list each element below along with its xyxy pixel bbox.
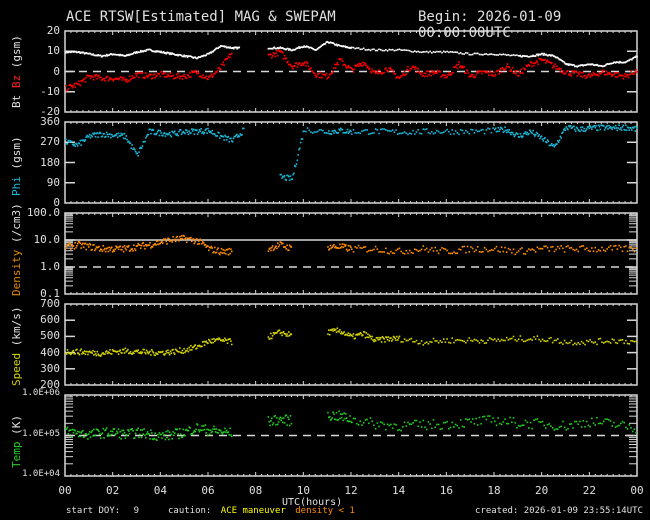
start-doy-label: start DOY: (66, 506, 121, 516)
y-tick-label: -10 (40, 84, 60, 98)
x-tick-label: 08 (249, 484, 263, 497)
start-doy: start DOY: 9 (66, 506, 139, 516)
y-tick-label: -20 (40, 105, 60, 118)
x-tick-label: 02 (106, 484, 120, 497)
y-tick-label: 180 (40, 155, 60, 169)
y-tick-label: 0 (53, 64, 60, 78)
y-tick-label: 200 (40, 378, 60, 391)
caution-density: density < 1 (295, 506, 355, 516)
x-tick-label: 12 (344, 484, 358, 497)
x-tick-label: 20 (535, 484, 549, 497)
y-tick-label: 10.0 (33, 233, 61, 246)
temp-ylabel: Temp (K) (10, 415, 23, 468)
y-tick-label: 1.0E+05 (22, 428, 60, 439)
x-tick-label: 18 (487, 484, 501, 497)
begin-timestamp: Begin: 2026-01-09 00:00:00UTC (418, 9, 562, 41)
caution-maneuver: ACE maneuver (220, 506, 286, 516)
x-tick-label: 10 (296, 484, 310, 497)
temp-label: Temp (10, 441, 23, 469)
caution-label: caution: (168, 506, 212, 516)
y-tick-label: 270 (40, 135, 60, 149)
y-tick-label: 400 (40, 345, 60, 359)
y-tick-label: 20 (46, 24, 60, 37)
y-tick-label: 1.0E+04 (22, 469, 60, 479)
x-tick-label: 06 (201, 484, 215, 497)
x-tick-label: 16 (439, 484, 453, 497)
x-tick-label: 04 (153, 484, 167, 497)
y-tick-label: 500 (40, 329, 60, 343)
y-tick-label: 300 (40, 361, 60, 375)
y-tick-label: 1.0 (40, 260, 60, 273)
y-tick-label: 600 (40, 313, 60, 327)
y-tick-label: 0.1 (40, 287, 60, 300)
x-tick-label: 00 (58, 484, 72, 497)
y-tick-label: 90 (46, 175, 60, 189)
x-tick-label: 22 (582, 484, 596, 497)
x-tick-label: 14 (392, 484, 406, 497)
y-tick-label: 100.0 (26, 206, 60, 219)
start-doy-value: 9 (133, 506, 140, 516)
y-tick-label: 360 (40, 115, 60, 128)
x-tick-label: 00 (630, 484, 644, 497)
y-tick-label: 700 (40, 297, 60, 310)
panel-frame (64, 212, 638, 295)
caution-note: caution: ACE maneuver density < 1 (168, 506, 355, 516)
panel-frame (64, 303, 638, 386)
chart-title: ACE RTSW[Estimated] MAG & SWEPAM (66, 9, 336, 25)
y-tick-label: 10 (46, 44, 60, 58)
created-timestamp: created: 2026-01-09 23:55:14UTC (475, 506, 643, 516)
x-axis-label: UTC(hours) (282, 497, 343, 508)
y-tick-label: 0 (53, 196, 60, 209)
y-tick-label: 1.0E+06 (22, 388, 60, 398)
